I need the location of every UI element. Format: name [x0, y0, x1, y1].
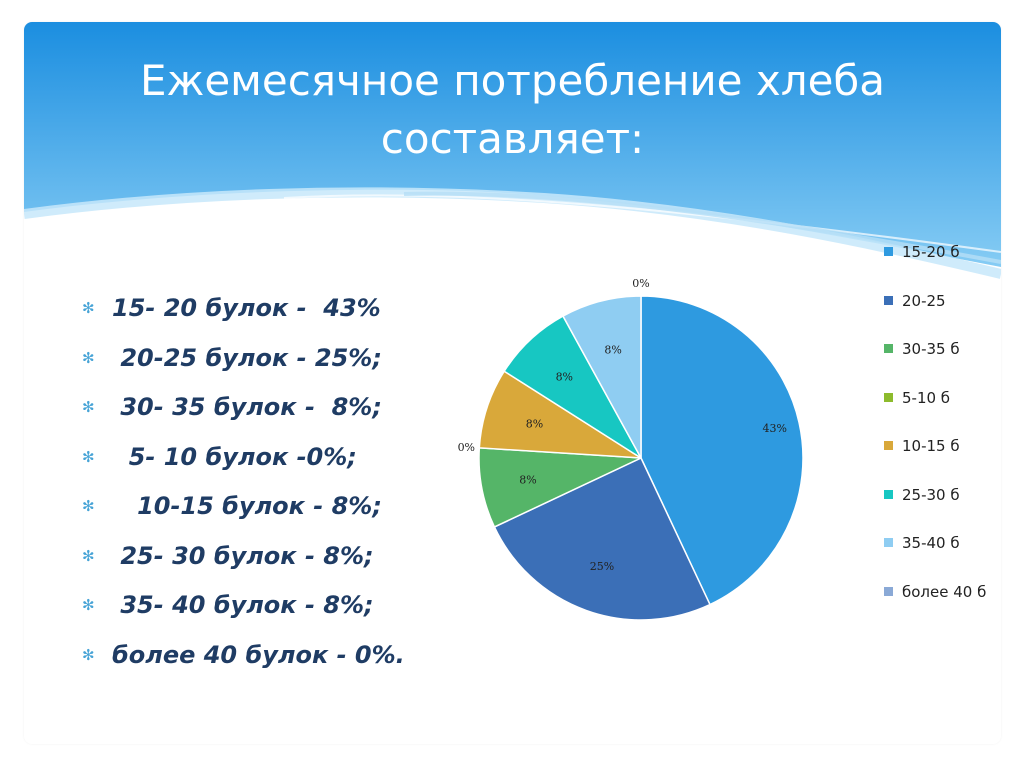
bullet-star-icon: ✻ — [82, 299, 95, 317]
bullet-star-icon: ✻ — [82, 596, 95, 614]
bullet-text: 25- 30 булок - 8%; — [112, 541, 374, 570]
legend-swatch — [884, 344, 893, 353]
bullet-text: 35- 40 булок - 8%; — [112, 591, 374, 619]
legend-label: 15-20 б — [902, 243, 960, 261]
title-line-2: составляет: — [380, 114, 645, 163]
pie-data-label: 8% — [556, 370, 573, 383]
banner-wave-2 — [283, 194, 1001, 253]
title-line-1: Ежемесячное потребление хлеба — [139, 56, 886, 105]
bullet-text: более 40 булок - 0%. — [112, 640, 405, 669]
banner-background — [24, 22, 1001, 267]
banner-wave-3 — [403, 191, 1001, 264]
legend-swatch — [884, 392, 893, 402]
legend-swatch — [884, 247, 893, 256]
legend-label: 35-40 б — [902, 534, 960, 552]
bullet-star-icon: ✻ — [82, 546, 95, 565]
legend-label: 10-15 б — [902, 437, 960, 455]
legend-swatch — [884, 441, 893, 450]
pie-chart: 43% 25% 8% 0% 8% 8% 8% 0% — [458, 277, 804, 621]
slide: Ежемесячное потребление хлеба составляет… — [24, 22, 1001, 744]
pie-data-label: 8% — [526, 417, 543, 430]
pie-data-label: 0% — [458, 441, 475, 454]
legend-swatch — [884, 586, 893, 596]
legend-swatch — [884, 538, 893, 547]
legend-label: 5-10 б — [902, 388, 951, 407]
bullet-text: 30- 35 булок - 8%; — [112, 393, 382, 421]
legend-label: 20-25 — [902, 291, 946, 310]
pie-slice — [561, 295, 642, 459]
bullet-star-icon: ✻ — [82, 398, 95, 416]
pie-data-label: 8% — [519, 474, 536, 487]
bullet-star-icon: ✻ — [82, 348, 95, 367]
legend-swatch — [884, 295, 893, 305]
pie-data-label: 25% — [590, 560, 614, 573]
bullet-star-icon: ✻ — [82, 447, 95, 466]
bullet-text: 15- 20 булок - 43% — [112, 294, 381, 322]
bullet-text: 20-25 булок - 25%; — [112, 343, 382, 372]
pie-data-label: 8% — [604, 344, 621, 357]
legend-label: 25-30 б — [902, 485, 960, 504]
title-banner — [24, 22, 1001, 279]
bullet-text: 10-15 булок - 8%; — [112, 492, 382, 520]
bullet-text: 5- 10 булок -0%; — [112, 442, 357, 471]
pie-data-label: 0% — [632, 277, 649, 290]
legend-swatch — [884, 489, 893, 499]
bullet-star-icon: ✻ — [82, 497, 95, 515]
pie-slice — [493, 457, 711, 621]
legend-label: 30-35 б — [902, 340, 960, 358]
legend-label: более 40 б — [902, 582, 987, 601]
pie-data-label: 43% — [762, 422, 786, 435]
pie-slice — [640, 295, 804, 606]
bullet-star-icon: ✻ — [82, 645, 95, 664]
slide-title: Ежемесячное потребление хлеба составляет… — [24, 52, 1001, 168]
